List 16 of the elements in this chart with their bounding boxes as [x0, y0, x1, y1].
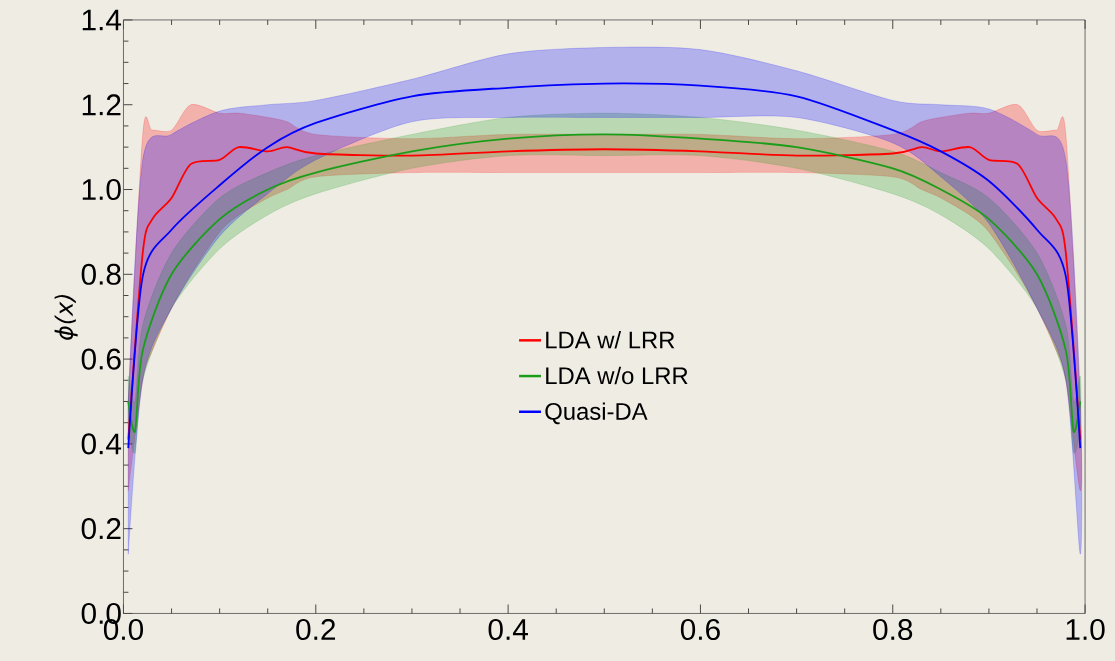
- y-tick-label: 0.6: [81, 348, 121, 370]
- x-tick-label: 1.0: [1066, 618, 1105, 640]
- y-tick-label: 0.4: [81, 433, 122, 455]
- x-tick-label: 0.2: [296, 618, 336, 640]
- x-tick-label: 0.6: [680, 618, 720, 640]
- y-tick-label: 1.0: [82, 178, 121, 200]
- x-tick-label: 0.4: [488, 618, 528, 640]
- y-tick-label: 0.2: [81, 517, 121, 540]
- y-tick-label: 1.4: [82, 9, 122, 31]
- x-tick-label: 0.8: [873, 618, 913, 640]
- legend-label: LDA w/o LRR: [546, 366, 688, 385]
- y-axis-title: ϕ(x): [54, 294, 78, 340]
- legend-label: Quasi-DA: [545, 402, 648, 424]
- legend-label: LDA w/ LRR: [546, 330, 675, 349]
- y-tick-label: 1.2: [82, 94, 121, 115]
- y-tick-label: 0.8: [81, 263, 121, 285]
